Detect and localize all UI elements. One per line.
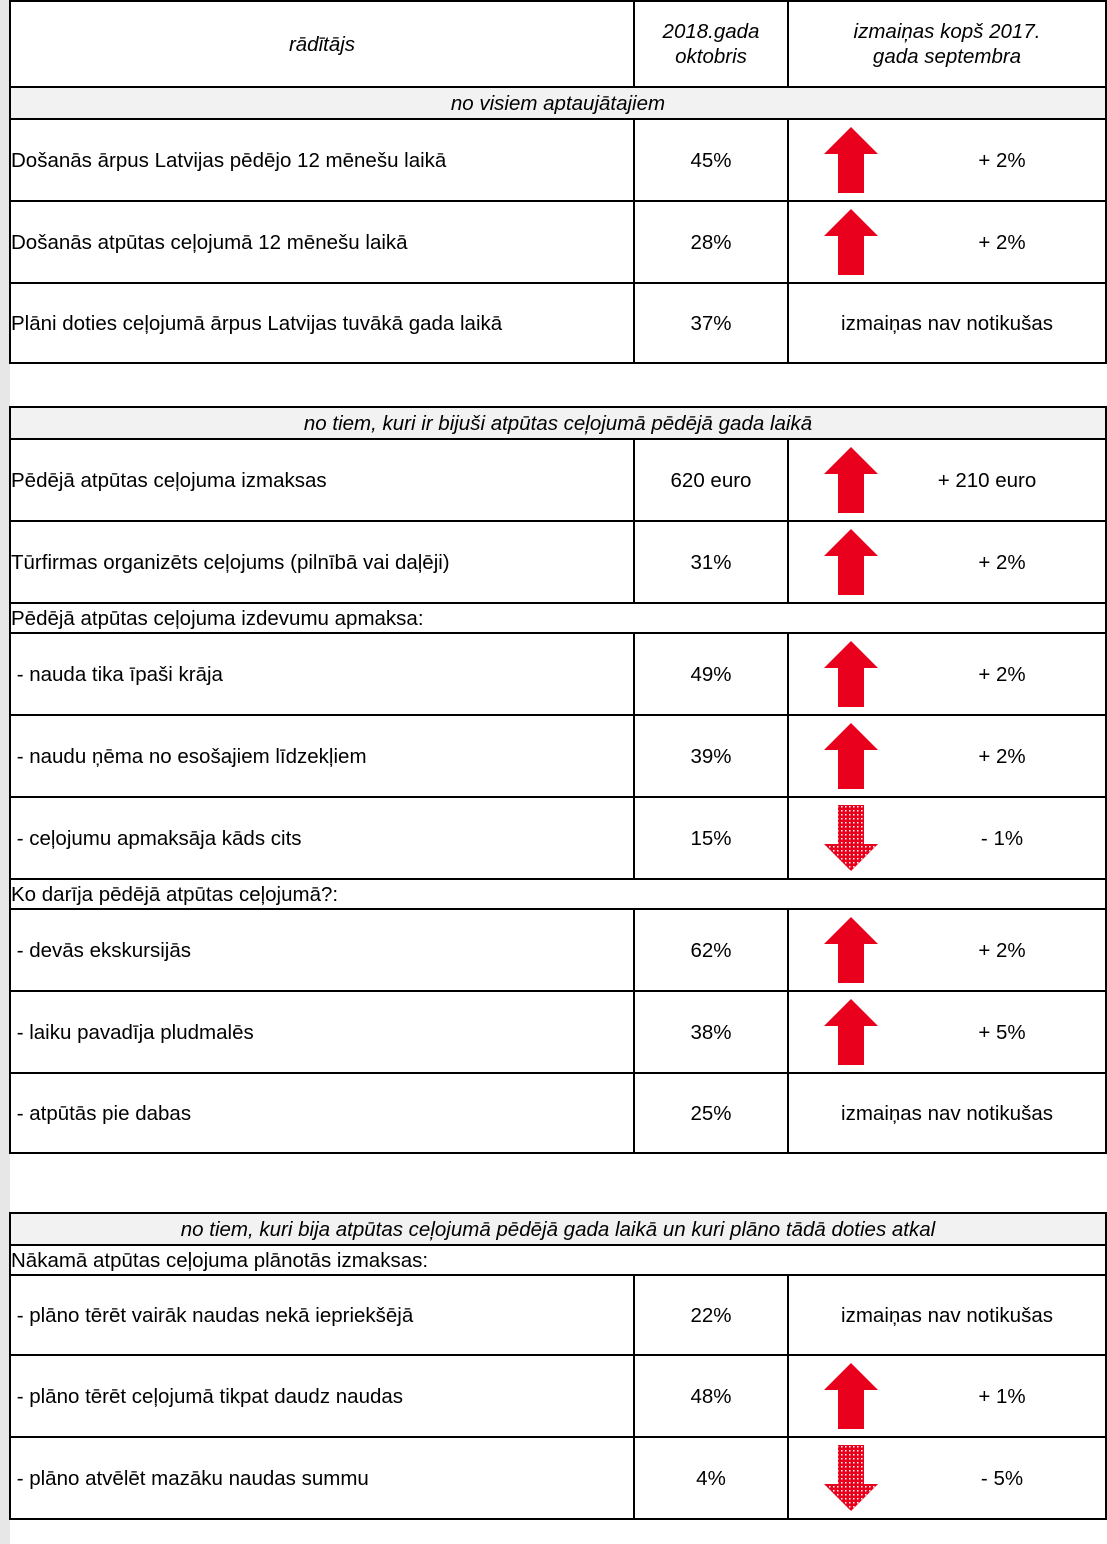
row-value: 25% bbox=[633, 1072, 789, 1154]
row-label: Došanās ārpus Latvijas pēdējo 12 mēnešu … bbox=[9, 118, 635, 202]
header-row: rādītājs 2018.gada oktobris izmaiņas kopš… bbox=[9, 0, 1107, 88]
table-3: no tiem, kuri bija atpūtas ceļojumā pēdē… bbox=[9, 1212, 1107, 1520]
row-label: - plāno tērēt ceļojumā tikpat daudz naud… bbox=[9, 1354, 635, 1438]
row-label: Došanās atpūtas ceļojumā 12 mēnešu laikā bbox=[9, 200, 635, 284]
row-change: + 5% bbox=[787, 990, 1107, 1074]
row-value: 39% bbox=[633, 714, 789, 798]
table-row: Tūrfirmas organizēts ceļojums (pilnībā v… bbox=[9, 520, 1107, 604]
left-gutter bbox=[0, 0, 10, 1544]
row-value: 37% bbox=[633, 282, 789, 364]
table-row: Pēdējā atpūtas ceļojuma izmaksas 620 eur… bbox=[9, 438, 1107, 522]
table-row: - plāno atvēlēt mazāku naudas summu 4% -… bbox=[9, 1436, 1107, 1520]
up-arrow-icon bbox=[824, 127, 878, 193]
table-1: rādītājs 2018.gada oktobris izmaiņas kopš… bbox=[9, 0, 1107, 364]
change-text: + 210 euro bbox=[937, 468, 1037, 492]
change-text: + 2% bbox=[978, 230, 1026, 254]
row-value: 45% bbox=[633, 118, 789, 202]
table-row: - nauda tika īpaši krāja 49% + 2% bbox=[9, 632, 1107, 716]
change-text: + 2% bbox=[978, 148, 1026, 172]
row-value: 15% bbox=[633, 796, 789, 880]
section-title: no tiem, kuri ir bijuši atpūtas ceļojumā… bbox=[9, 406, 1107, 440]
up-arrow-icon bbox=[824, 723, 878, 789]
row-change: + 2% bbox=[787, 908, 1107, 992]
subheading: Ko darīja pēdējā atpūtas ceļojumā?: bbox=[9, 878, 1107, 910]
row-change: izmaiņas nav notikušas bbox=[787, 282, 1107, 364]
table-row: - plāno tērēt ceļojumā tikpat daudz naud… bbox=[9, 1354, 1107, 1438]
row-change: izmaiņas nav notikušas bbox=[787, 1072, 1107, 1154]
column-header-indicator: rādītājs bbox=[9, 0, 635, 88]
subheading-row: Pēdējā atpūtas ceļojuma izdevumu apmaksa… bbox=[9, 602, 1107, 634]
section-row: no visiem aptaujātajiem bbox=[9, 86, 1107, 120]
up-arrow-icon bbox=[824, 917, 878, 983]
row-value: 38% bbox=[633, 990, 789, 1074]
table-row: - laiku pavadīja pludmalēs 38% + 5% bbox=[9, 990, 1107, 1074]
row-value: 31% bbox=[633, 520, 789, 604]
subheading: Nākamā atpūtas ceļojuma plānotās izmaksa… bbox=[9, 1244, 1107, 1276]
section-title: no tiem, kuri bija atpūtas ceļojumā pēdē… bbox=[9, 1212, 1107, 1246]
table-row: - naudu ņēma no esošajiem līdzekļiem 39%… bbox=[9, 714, 1107, 798]
row-value: 22% bbox=[633, 1274, 789, 1356]
change-text: + 2% bbox=[978, 744, 1026, 768]
row-change: - 1% bbox=[787, 796, 1107, 880]
row-label: - devās ekskursijās bbox=[9, 908, 635, 992]
change-text: + 2% bbox=[978, 938, 1026, 962]
up-arrow-icon bbox=[824, 447, 878, 513]
row-label: Tūrfirmas organizēts ceļojums (pilnībā v… bbox=[9, 520, 635, 604]
table-row: Plāni doties ceļojumā ārpus Latvijas tuv… bbox=[9, 282, 1107, 364]
up-arrow-icon bbox=[824, 999, 878, 1065]
change-text: + 1% bbox=[978, 1384, 1026, 1408]
row-label: - plāno atvēlēt mazāku naudas summu bbox=[9, 1436, 635, 1520]
table-row: Došanās atpūtas ceļojumā 12 mēnešu laikā… bbox=[9, 200, 1107, 284]
row-label: Pēdējā atpūtas ceļojuma izmaksas bbox=[9, 438, 635, 522]
row-change: + 2% bbox=[787, 200, 1107, 284]
section-title: no visiem aptaujātajiem bbox=[9, 86, 1107, 120]
change-text: - 5% bbox=[980, 1466, 1024, 1490]
subheading-row: Nākamā atpūtas ceļojuma plānotās izmaksa… bbox=[9, 1244, 1107, 1276]
row-value: 620 euro bbox=[633, 438, 789, 522]
up-arrow-icon bbox=[824, 209, 878, 275]
table-2: no tiem, kuri ir bijuši atpūtas ceļojumā… bbox=[9, 406, 1107, 1154]
table-row: - atpūtās pie dabas 25% izmaiņas nav not… bbox=[9, 1072, 1107, 1154]
row-value: 49% bbox=[633, 632, 789, 716]
row-change: + 210 euro bbox=[787, 438, 1107, 522]
down-arrow-icon bbox=[824, 805, 878, 871]
section-row: no tiem, kuri bija atpūtas ceļojumā pēdē… bbox=[9, 1212, 1107, 1246]
change-text: + 2% bbox=[978, 550, 1026, 574]
down-arrow-icon bbox=[824, 1445, 878, 1511]
change-text: - 1% bbox=[980, 826, 1024, 850]
change-text: + 2% bbox=[978, 662, 1026, 686]
subheading-row: Ko darīja pēdējā atpūtas ceļojumā?: bbox=[9, 878, 1107, 910]
column-header-change: izmaiņas kopš 2017. gada septembra bbox=[787, 0, 1107, 88]
row-value: 4% bbox=[633, 1436, 789, 1520]
row-value: 48% bbox=[633, 1354, 789, 1438]
row-change: + 2% bbox=[787, 520, 1107, 604]
row-label: - ceļojumu apmaksāja kāds cits bbox=[9, 796, 635, 880]
up-arrow-icon bbox=[824, 1363, 878, 1429]
subheading: Pēdējā atpūtas ceļojuma izdevumu apmaksa… bbox=[9, 602, 1107, 634]
table-row: - devās ekskursijās 62% + 2% bbox=[9, 908, 1107, 992]
row-change: + 2% bbox=[787, 714, 1107, 798]
change-text: + 5% bbox=[978, 1020, 1026, 1044]
up-arrow-icon bbox=[824, 641, 878, 707]
column-header-2018: 2018.gada oktobris bbox=[633, 0, 789, 88]
row-label: - nauda tika īpaši krāja bbox=[9, 632, 635, 716]
row-label: - laiku pavadīja pludmalēs bbox=[9, 990, 635, 1074]
table-row: - plāno tērēt vairāk naudas nekā iepriek… bbox=[9, 1274, 1107, 1356]
row-change: - 5% bbox=[787, 1436, 1107, 1520]
row-value: 28% bbox=[633, 200, 789, 284]
table-row: - ceļojumu apmaksāja kāds cits 15% - 1% bbox=[9, 796, 1107, 880]
row-label: - naudu ņēma no esošajiem līdzekļiem bbox=[9, 714, 635, 798]
row-label: Plāni doties ceļojumā ārpus Latvijas tuv… bbox=[9, 282, 635, 364]
row-label: - plāno tērēt vairāk naudas nekā iepriek… bbox=[9, 1274, 635, 1356]
row-change: izmaiņas nav notikušas bbox=[787, 1274, 1107, 1356]
row-change: + 2% bbox=[787, 632, 1107, 716]
row-change: + 2% bbox=[787, 118, 1107, 202]
section-row: no tiem, kuri ir bijuši atpūtas ceļojumā… bbox=[9, 406, 1107, 440]
table-row: Došanās ārpus Latvijas pēdējo 12 mēnešu … bbox=[9, 118, 1107, 202]
row-change: + 1% bbox=[787, 1354, 1107, 1438]
row-value: 62% bbox=[633, 908, 789, 992]
up-arrow-icon bbox=[824, 529, 878, 595]
row-label: - atpūtās pie dabas bbox=[9, 1072, 635, 1154]
